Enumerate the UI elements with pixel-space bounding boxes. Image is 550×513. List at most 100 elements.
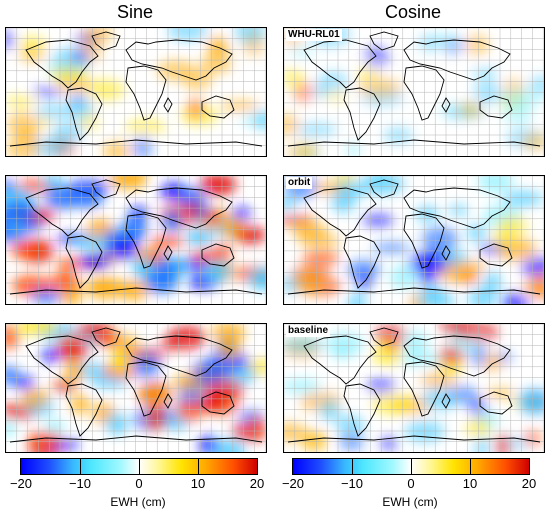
anomaly-blob: [109, 353, 131, 374]
anomaly-blob: [234, 28, 266, 44]
anomaly-blob: [40, 176, 64, 187]
anomaly-blob: [421, 227, 459, 252]
anomaly-blob: [7, 111, 40, 137]
graticule: [6, 324, 266, 452]
anomaly-blob: [231, 207, 251, 221]
anomaly-blob: [302, 249, 340, 267]
anomaly-blob: [373, 242, 410, 254]
anomaly-blob: [346, 260, 381, 279]
anomaly-blob: [291, 221, 328, 241]
coastlines: [9, 31, 263, 147]
anomaly-blob: [125, 119, 166, 135]
anomaly-blob: [109, 235, 140, 260]
map-panel: [5, 175, 267, 305]
anomaly-blob: [162, 209, 183, 233]
anomaly-blob: [501, 292, 530, 304]
anomaly-blob: [6, 200, 38, 224]
anomaly-blob: [323, 90, 349, 101]
anomaly-blob: [160, 182, 187, 201]
colorbar-label-right: EWH (cm): [382, 495, 438, 509]
map-panel: WHU-RL01: [283, 27, 545, 157]
panel-label: baseline: [286, 325, 331, 337]
anomaly-blob: [440, 324, 473, 337]
map-panel: [5, 323, 267, 453]
anomaly-blob: [6, 421, 16, 437]
title-sine: Sine: [116, 2, 154, 22]
anomaly-blob: [140, 387, 172, 405]
anomaly-blob: [438, 346, 465, 365]
anomaly-blob: [402, 330, 429, 357]
anomaly-blob: [26, 431, 63, 446]
anomaly-blob: [52, 380, 78, 392]
colorbar-tick-label: −20: [9, 476, 33, 491]
colorbar-tick-label: −20: [281, 476, 305, 491]
map-panel: [5, 27, 267, 157]
graticule: [284, 28, 544, 156]
anomaly-blob: [335, 415, 365, 434]
anomaly-blob: [284, 113, 301, 136]
anomaly-blob: [345, 142, 362, 156]
colorbar-tick: [352, 459, 353, 474]
anomaly-blob: [517, 388, 544, 415]
anomaly-blob: [448, 204, 469, 216]
colorbar-tick-label: −10: [340, 476, 364, 491]
anomaly-blob: [362, 214, 394, 227]
coastlines: [287, 31, 541, 147]
anomaly-blob: [199, 176, 237, 196]
graticule: [6, 176, 266, 304]
anomaly-blob: [162, 335, 180, 351]
anomaly-blob: [78, 254, 112, 268]
anomaly-blob: [6, 231, 27, 242]
anomaly-blob: [203, 378, 245, 401]
anomaly-blob: [184, 202, 202, 215]
anomaly-blob: [234, 226, 266, 244]
anomaly-blob: [418, 265, 437, 287]
anomaly-blob: [360, 176, 405, 195]
anomaly-blob: [51, 122, 84, 143]
anomaly-blob: [105, 412, 128, 435]
anomaly-blob: [10, 240, 44, 260]
anomaly-blob: [90, 376, 128, 388]
anomaly-blob: [39, 277, 82, 291]
colorbar-label-left: EWH (cm): [110, 495, 166, 509]
anomaly-blob: [497, 216, 529, 234]
anomaly-blob: [145, 407, 167, 431]
anomaly-blob: [199, 55, 232, 74]
anomaly-blob: [185, 228, 213, 246]
anomaly-blob: [155, 260, 183, 273]
anomaly-blob: [357, 65, 380, 82]
anomaly-blob: [358, 77, 402, 99]
anomaly-blob: [325, 331, 364, 356]
anomaly-blob: [284, 378, 322, 395]
anomaly-blob: [465, 33, 489, 56]
anomaly-blob: [6, 95, 38, 107]
anomaly-blob: [31, 289, 62, 303]
anomaly-blob: [371, 342, 404, 367]
anomaly-blob: [491, 229, 516, 247]
anomaly-blob: [301, 430, 327, 452]
colorbar-tick: [80, 459, 81, 474]
anomaly-blob: [415, 205, 439, 223]
anomaly-blob: [367, 378, 396, 395]
anomaly-blob: [63, 98, 94, 121]
anomaly-blob: [252, 110, 266, 130]
anomaly-blob: [71, 51, 89, 63]
anomaly-blob: [284, 422, 307, 442]
anomaly-blob: [380, 436, 397, 451]
map-panel: orbit: [283, 175, 545, 305]
ewh-map: [284, 28, 544, 156]
anomaly-blob: [289, 46, 315, 58]
anomaly-blob: [502, 190, 544, 207]
anomaly-blob: [57, 269, 74, 280]
ewh-map: [6, 324, 266, 452]
colorbar-tick-label: 10: [190, 476, 206, 491]
anomaly-blob: [284, 67, 304, 89]
colorbar-tick-label: 0: [407, 476, 415, 491]
anomaly-blob: [483, 270, 502, 294]
anomaly-blob: [383, 126, 413, 144]
anomaly-blob: [184, 259, 211, 271]
colorbar-tick-label: 20: [249, 476, 265, 491]
anomaly-blob: [18, 47, 47, 62]
anomaly-blob: [218, 335, 241, 360]
coastlines: [287, 179, 541, 295]
